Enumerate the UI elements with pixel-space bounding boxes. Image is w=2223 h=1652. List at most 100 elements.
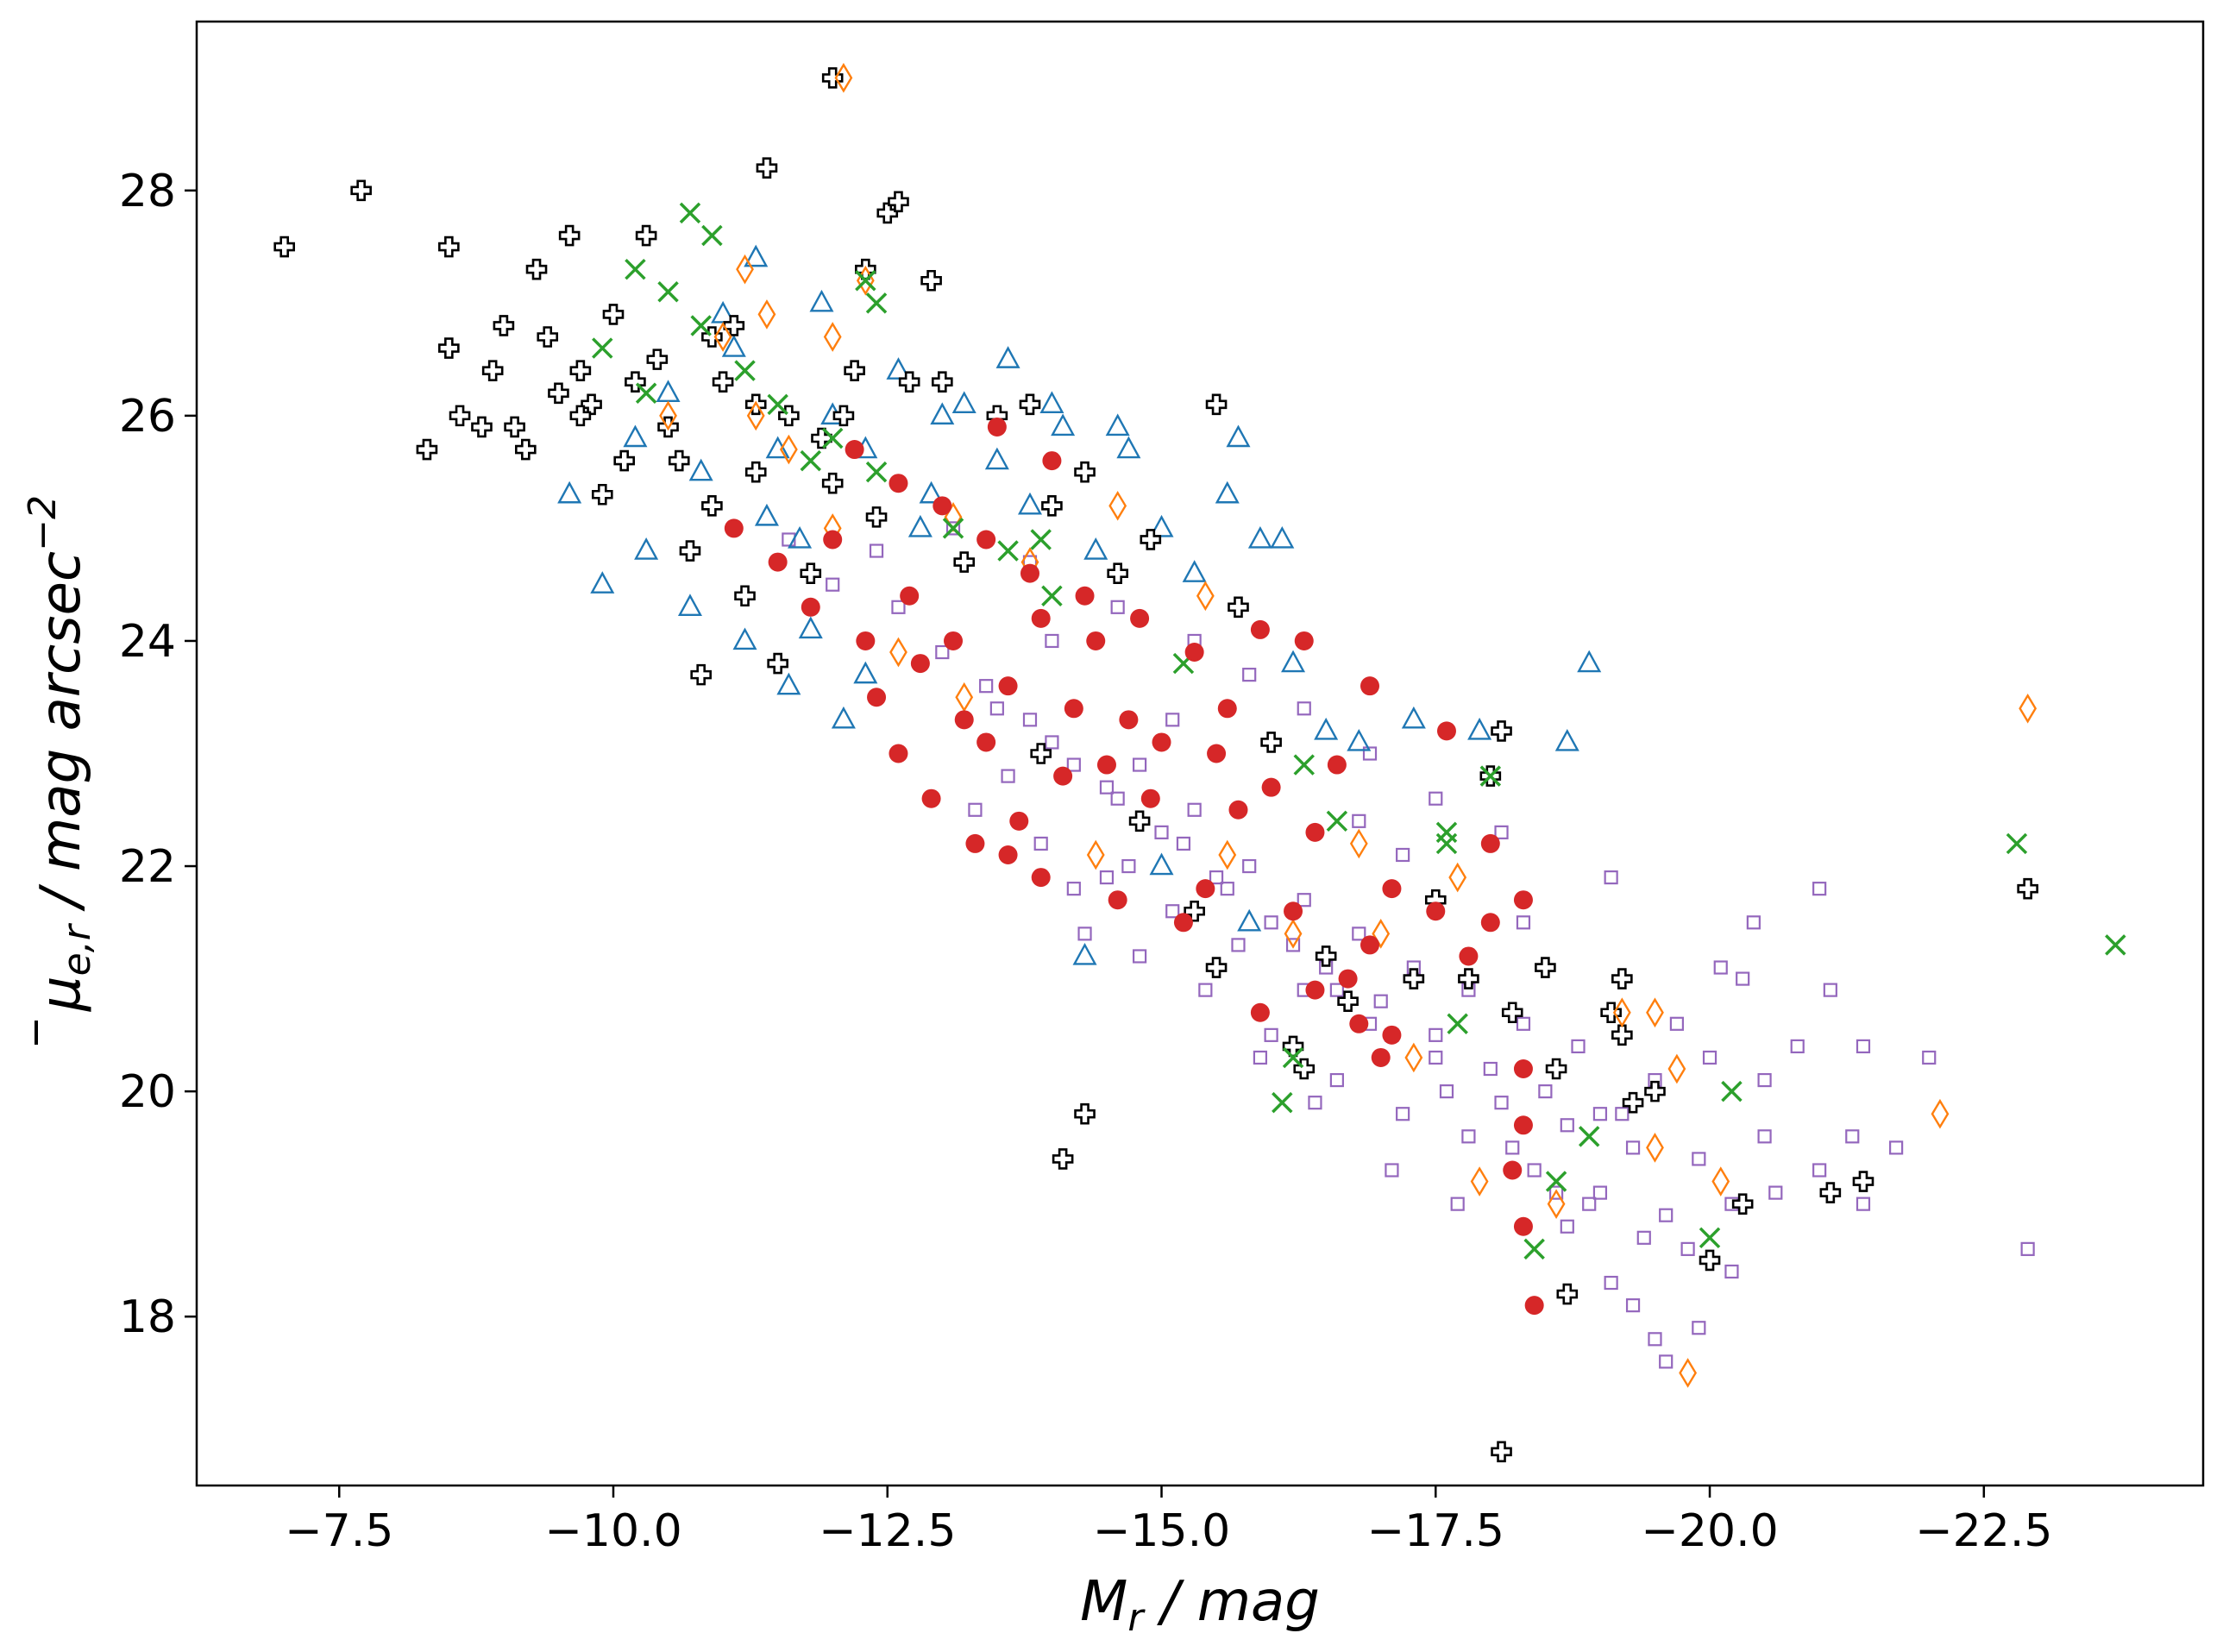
square-point (1429, 1027, 1443, 1042)
x-point (1699, 1227, 1721, 1249)
circle-point (965, 833, 985, 853)
triangle-point (886, 357, 911, 380)
x-point (800, 449, 822, 472)
plus-point (1019, 393, 1041, 416)
circle-point (1327, 755, 1347, 775)
triangle-point (1039, 391, 1064, 414)
square-point (891, 600, 906, 614)
square-point (1045, 633, 1059, 649)
plus-point (821, 66, 844, 89)
triangle-point (634, 537, 659, 560)
series-diamond (659, 62, 2038, 1388)
circle-point (1480, 913, 1500, 933)
series-circle (724, 417, 1544, 1316)
circle-point (1075, 586, 1095, 606)
square-point (1724, 1264, 1739, 1279)
diamond-point (659, 400, 677, 431)
triangle-point (1083, 537, 1108, 560)
plus-point (876, 202, 899, 224)
square-point (989, 701, 1004, 716)
square-point (1110, 600, 1125, 614)
plus-point (504, 416, 525, 438)
circle-point (1436, 721, 1456, 741)
x-point (657, 281, 679, 303)
circle-point (1284, 901, 1303, 921)
square-point (1154, 825, 1169, 839)
circle-point (1513, 1115, 1533, 1135)
x-point (855, 270, 876, 292)
square-point (1538, 1084, 1553, 1099)
square-point (1209, 870, 1224, 885)
x-point (1721, 1080, 1743, 1102)
square-point (1001, 769, 1015, 783)
triangle-point (907, 514, 933, 537)
square-point (1812, 882, 1827, 896)
triangle-point (1247, 525, 1272, 549)
square-point (1132, 757, 1147, 772)
plus-point (712, 371, 734, 393)
diamond-point (1218, 839, 1237, 870)
y-tick-label: 24 (119, 616, 176, 668)
triangle-point (1017, 492, 1043, 515)
square-point (1396, 1107, 1410, 1121)
square-point (1494, 1096, 1509, 1110)
square-point (1066, 882, 1081, 896)
square-point (1110, 791, 1125, 806)
triangle-point (809, 289, 834, 312)
circle-point (1053, 766, 1073, 786)
triangle-point (1105, 413, 1130, 437)
circle-point (1459, 946, 1479, 966)
triangle-point (623, 424, 648, 448)
diamond-point (1711, 1166, 1730, 1197)
plus-point (537, 326, 559, 348)
square-point (1505, 1140, 1520, 1155)
x-point (1447, 1013, 1468, 1035)
x-tick-label: −7.5 (285, 1505, 393, 1557)
y-tick-label: 22 (119, 841, 176, 893)
plus-point (1128, 810, 1151, 832)
x-tick-label: −22.5 (1915, 1505, 2052, 1557)
circle-point (1064, 699, 1083, 719)
plus-point (1293, 1058, 1316, 1080)
y-axis: 18 20 22 24 26 28 (119, 166, 197, 1343)
plus-point (1491, 1441, 1512, 1463)
square-point (1845, 1129, 1860, 1144)
plus-point (1535, 957, 1556, 978)
plus-point (888, 191, 909, 213)
circle-point (1020, 563, 1039, 583)
x-tick-label: −12.5 (819, 1505, 956, 1557)
square-point (1692, 1152, 1706, 1166)
x-point (1030, 529, 1052, 550)
plus-point (1644, 1080, 1666, 1102)
plus-point (1184, 900, 1205, 922)
square-point (1680, 1241, 1695, 1256)
plus-point (438, 236, 460, 258)
circle-point (910, 654, 930, 674)
triangle-point (744, 244, 769, 267)
square-point (1625, 1140, 1641, 1155)
plus-point (821, 472, 844, 494)
circle-point (1096, 755, 1116, 775)
circle-point (1184, 643, 1204, 663)
circle-point (856, 631, 876, 650)
square-point (1757, 1072, 1772, 1088)
square-point (1592, 1185, 1608, 1200)
triangle-point (1270, 525, 1295, 549)
y-axis-label-subscript: e,r (55, 922, 99, 976)
square-point (1483, 1061, 1498, 1077)
plus-point (613, 449, 636, 472)
circle-point (1426, 901, 1446, 921)
circle-point (845, 440, 864, 460)
square-point (1132, 949, 1147, 964)
square-point (1768, 1185, 1783, 1200)
plus-point (2017, 877, 2038, 900)
triangle-point (930, 402, 955, 425)
plus-point (1205, 957, 1228, 978)
square-point (1922, 1050, 1937, 1065)
x-point (679, 202, 701, 224)
circle-point (1119, 710, 1139, 730)
x-point (2006, 832, 2028, 855)
circle-point (724, 518, 744, 538)
square-point (1429, 1050, 1443, 1065)
diamond-point (1679, 1358, 1698, 1388)
